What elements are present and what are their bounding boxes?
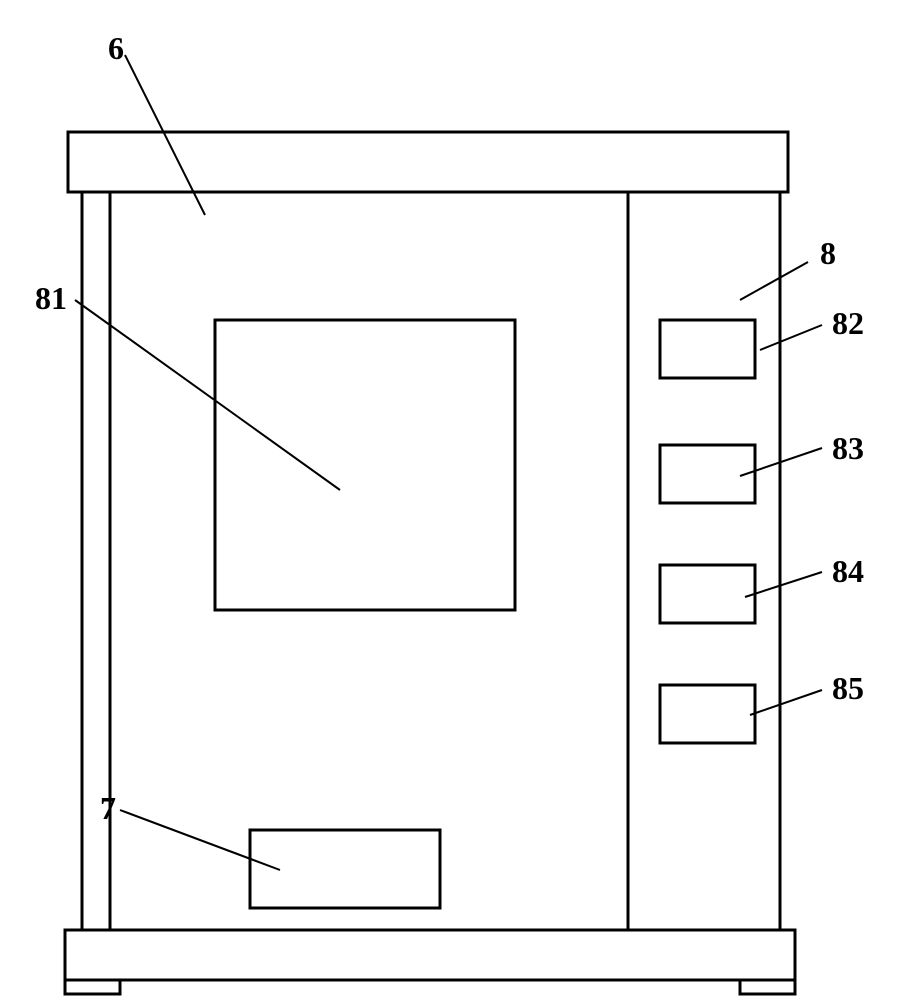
label-81: 81	[35, 280, 67, 317]
diagram-svg	[0, 0, 916, 1000]
label-84: 84	[832, 553, 864, 590]
label-83: 83	[832, 430, 864, 467]
blocks-group	[215, 320, 755, 908]
enclosure-group	[65, 132, 795, 994]
label-6: 6	[108, 30, 124, 67]
label-85: 85	[832, 670, 864, 707]
label-8: 8	[820, 235, 836, 272]
label-82: 82	[832, 305, 864, 342]
label-7: 7	[100, 790, 116, 827]
leader-lines-group	[75, 55, 822, 870]
